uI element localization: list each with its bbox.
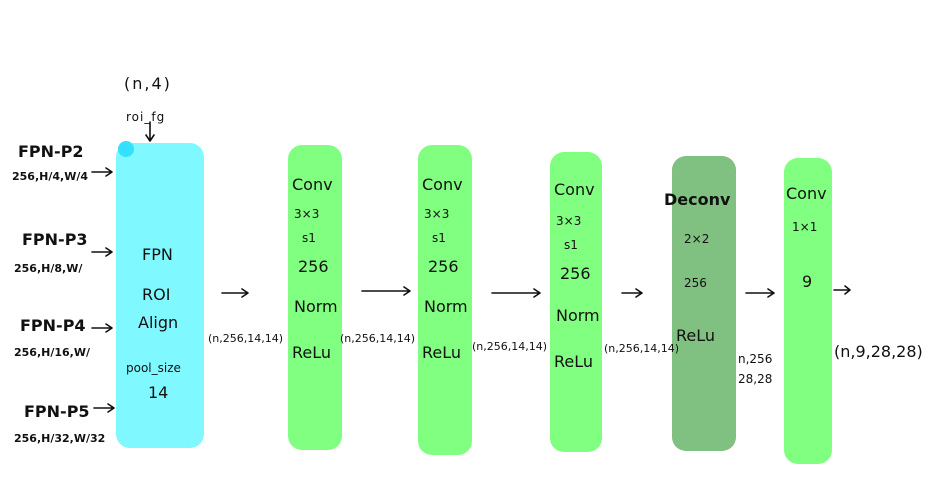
conv2-line-1: Conv	[422, 175, 463, 194]
deconv-line-1: Deconv	[664, 190, 731, 209]
shape-after-deconv-2: 28,28	[738, 372, 773, 386]
final-conv-block: Conv 1×1 9	[784, 158, 832, 464]
roi-dot	[118, 141, 134, 157]
pool-size-label: pool_size	[126, 361, 181, 375]
conv2-to-conv3-arrow	[491, 288, 541, 298]
final-line-3: 9	[802, 272, 813, 291]
conv2-line-6: ReLu	[422, 343, 462, 362]
conv3-line-4: 256	[560, 264, 591, 283]
roi-shape-label: (n,4)	[124, 74, 172, 93]
fpn-p3-arrow	[91, 247, 113, 257]
conv1-line-5: Norm	[294, 297, 338, 316]
conv3-line-3: s1	[564, 238, 578, 252]
conv3-line-2: 3×3	[556, 214, 582, 228]
fpn-p4-label: FPN-P4	[20, 316, 86, 335]
conv2-line-2: 3×3	[424, 207, 450, 221]
conv2-line-5: Norm	[424, 297, 468, 316]
fpn-p3-shape: 256,H/8,W/	[14, 262, 83, 275]
conv1-line-4: 256	[298, 257, 329, 276]
conv1-line-2: 3×3	[294, 207, 320, 221]
conv1-line-1: Conv	[292, 175, 333, 194]
final-line-1: Conv	[786, 184, 827, 203]
conv1-line-6: ReLu	[292, 343, 332, 362]
deconv-block: Deconv 2×2 256 ReLu	[664, 156, 736, 451]
shape-after-conv3: (n,256,14,14)	[604, 342, 680, 355]
conv3-line-5: Norm	[556, 306, 600, 325]
deconv-line-2: 2×2	[684, 232, 710, 246]
final-line-2: 1×1	[792, 220, 818, 234]
conv3-line-6: ReLu	[554, 352, 594, 371]
roi-block-line-2: ROI	[142, 285, 171, 304]
roi-input-arrow	[145, 121, 155, 142]
fpn-p3-label: FPN-P3	[22, 230, 88, 249]
fpn-p2-arrow	[91, 167, 113, 177]
roi-align-block: FPN ROI Align pool_size 14	[116, 141, 204, 448]
conv3-line-1: Conv	[554, 180, 595, 199]
fpn-p2-label: FPN-P2	[18, 142, 84, 161]
fpn-p4-arrow	[91, 323, 113, 333]
deconv-to-final-arrow	[745, 288, 775, 298]
conv2-line-4: 256	[428, 257, 459, 276]
conv-block-1: Conv 3×3 s1 256 Norm ReLu	[288, 145, 342, 450]
shape-after-roi: (n,256,14,14)	[208, 332, 284, 345]
conv1-to-conv2-arrow	[361, 286, 411, 296]
roi-name-label: roi_fg	[126, 110, 166, 124]
conv-block-2: Conv 3×3 s1 256 Norm ReLu	[418, 145, 472, 455]
fpn-p5-shape: 256,H/32,W/32	[14, 432, 106, 445]
fpn-p4-shape: 256,H/16,W/	[14, 346, 91, 359]
fpn-p5-arrow	[93, 403, 115, 413]
roi-block-line-1: FPN	[142, 245, 173, 264]
fpn-p5-label: FPN-P5	[24, 402, 90, 421]
deconv-line-4: ReLu	[676, 326, 716, 345]
output-shape: (n,9,28,28)	[834, 342, 923, 361]
conv2-line-3: s1	[432, 231, 446, 245]
shape-after-conv1: (n,256,14,14)	[340, 332, 416, 345]
conv-block-3: Conv 3×3 s1 256 Norm ReLu	[550, 152, 602, 452]
conv3-to-deconv-arrow	[621, 288, 643, 298]
roi-to-conv1-arrow	[221, 288, 249, 298]
conv1-line-3: s1	[302, 231, 316, 245]
roi-block-line-3: Align	[138, 313, 179, 332]
shape-after-conv2: (n,256,14,14)	[472, 340, 548, 353]
pool-size-value: 14	[148, 383, 169, 402]
shape-after-deconv-1: n,256	[738, 352, 773, 366]
deconv-line-3: 256	[684, 276, 707, 290]
final-output-arrow	[833, 285, 851, 295]
fpn-p2-shape: 256,H/4,W/4	[12, 170, 89, 183]
